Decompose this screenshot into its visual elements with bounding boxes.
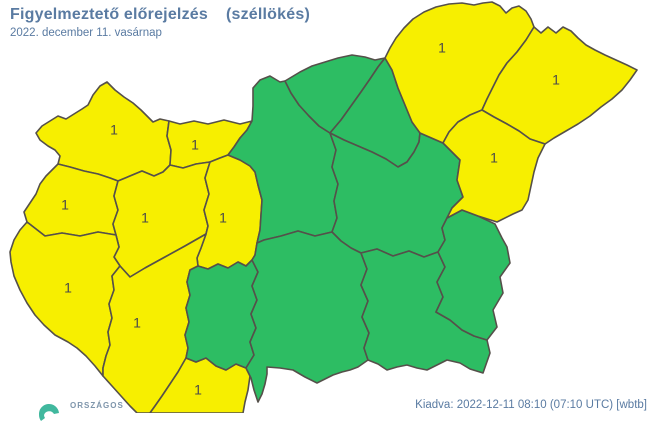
map-header: Figyelmeztető előrejelzés (széllökés) 202…: [10, 6, 310, 39]
warning-level-label-hajdu-bihar: 1: [490, 150, 498, 166]
warning-level-label-vas: 1: [61, 197, 69, 213]
omsz-logo-text: ORSZÁGOS: [70, 400, 124, 410]
county-bekes[interactable]: [435, 209, 511, 341]
county-hajdu-bihar[interactable]: [442, 109, 546, 223]
warning-level-label-komarom-esztergom: 1: [191, 137, 199, 153]
warning-level-label-veszprem: 1: [141, 210, 149, 226]
warning-level-label-zala: 1: [64, 280, 72, 296]
issued-timestamp: Kiadva: 2022-12-11 08:10 (07:10 UTC) [wb…: [415, 399, 647, 411]
omsz-logo-icon: [38, 403, 59, 421]
county-zala[interactable]: [9, 221, 121, 377]
county-tolna[interactable]: [184, 259, 259, 371]
page-title: Figyelmeztető előrejelzés: [10, 6, 208, 23]
warning-level-label-borsod-abauj-zemplen: 1: [438, 40, 446, 56]
county-szabolcs-szatmar-bereg[interactable]: [481, 26, 638, 145]
omsz-logo: ORSZÁGOS: [36, 399, 124, 421]
warning-level-label-baranya: 1: [194, 382, 202, 398]
warning-level-label-szabolcs-szatmar-bereg: 1: [552, 72, 560, 88]
county-borsod-abauj-zemplen[interactable]: [384, 1, 535, 144]
warning-level-label-somogy: 1: [133, 315, 141, 331]
hazard-type-label: (széllökés): [225, 6, 310, 23]
forecast-date: 2022. december 11. vasárnap: [10, 27, 162, 39]
county-fejer[interactable]: [196, 154, 263, 270]
warning-level-label-gyor-moson-sopron: 1: [110, 122, 118, 138]
county-bacs-kiskun[interactable]: [245, 230, 370, 403]
warning-level-label-fejer: 1: [219, 210, 227, 226]
